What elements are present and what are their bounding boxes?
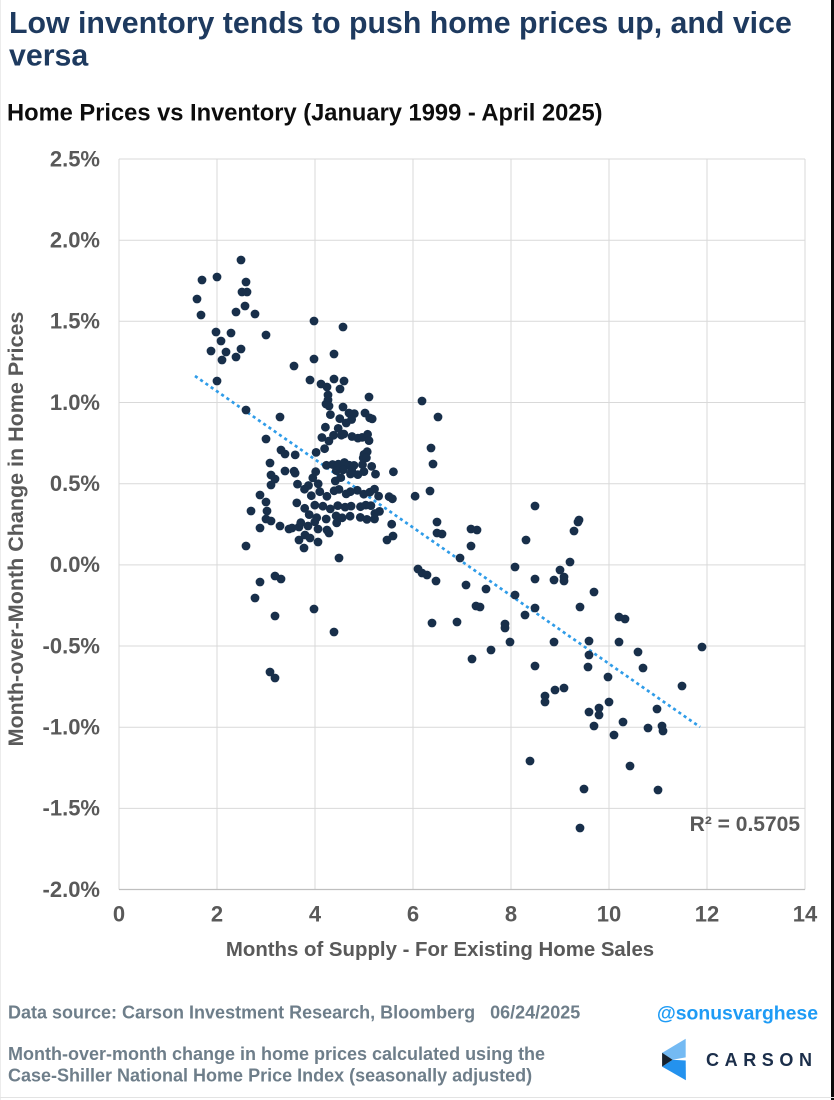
svg-text:-1.5%: -1.5%: [43, 796, 100, 821]
svg-text:0.0%: 0.0%: [50, 552, 100, 577]
svg-text:Month-over-Month Change in Hom: Month-over-Month Change in Home Prices: [4, 312, 28, 747]
svg-text:-0.5%: -0.5%: [43, 633, 100, 658]
svg-text:@sonusvarghese: @sonusvarghese: [657, 1002, 818, 1024]
svg-text:12: 12: [695, 902, 719, 927]
svg-text:8: 8: [505, 902, 517, 927]
svg-text:4: 4: [309, 902, 322, 927]
svg-text:6: 6: [407, 902, 419, 927]
svg-text:Months of Supply - For Existin: Months of Supply - For Existing Home Sal…: [226, 939, 654, 961]
svg-text:Low inventory tends to push ho: Low inventory tends to push home prices …: [9, 7, 792, 40]
svg-text:14: 14: [793, 902, 818, 927]
svg-text:R² = 0.5705: R² = 0.5705: [690, 813, 801, 836]
svg-text:0: 0: [113, 902, 125, 927]
svg-text:Home Prices vs Inventory (Janu: Home Prices vs Inventory (January 1999 -…: [7, 101, 603, 127]
svg-text:2.0%: 2.0%: [50, 228, 100, 253]
svg-text:10: 10: [597, 902, 621, 927]
svg-text:CARSON: CARSON: [706, 1050, 818, 1070]
svg-text:versa: versa: [9, 40, 89, 73]
svg-text:Case-Shiller National Home Pri: Case-Shiller National Home Price Index (…: [8, 1065, 532, 1085]
svg-text:2.5%: 2.5%: [50, 146, 100, 171]
svg-text:0.5%: 0.5%: [50, 471, 100, 496]
svg-text:Month-over-month change in hom: Month-over-month change in home prices c…: [8, 1044, 545, 1064]
svg-text:-1.0%: -1.0%: [43, 715, 100, 740]
svg-text:-2.0%: -2.0%: [43, 877, 100, 902]
svg-text:1.0%: 1.0%: [50, 390, 100, 415]
svg-text:2: 2: [211, 902, 223, 927]
svg-text:Data source: Carson Investment: Data source: Carson Investment Research,…: [8, 1002, 580, 1022]
svg-text:1.5%: 1.5%: [50, 309, 100, 334]
